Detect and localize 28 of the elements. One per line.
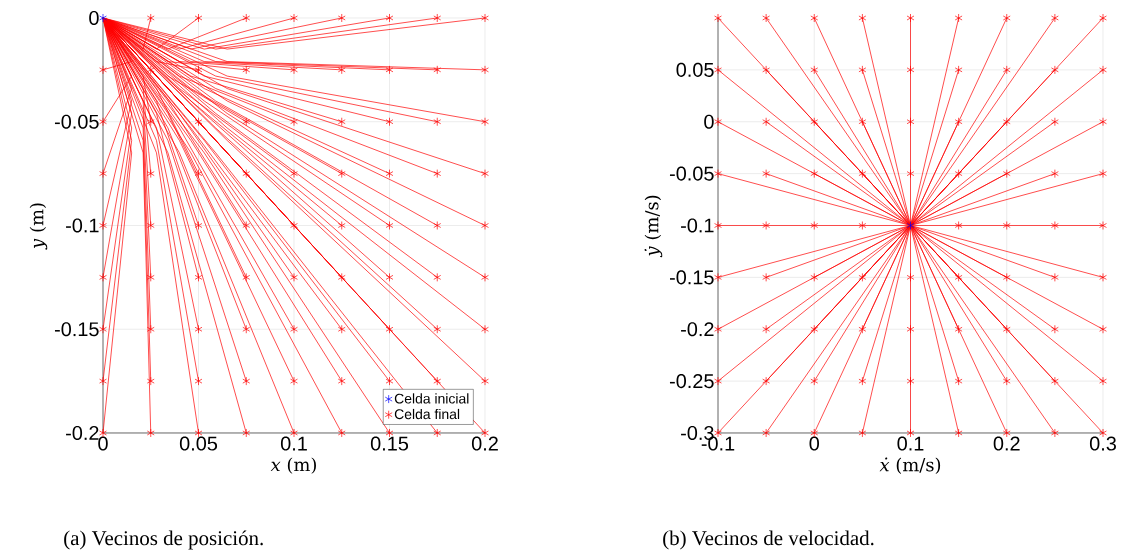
x-tick-label: 0 — [809, 436, 820, 451]
y-tick-label: 0 — [89, 10, 99, 26]
x-tick-label: 0.2 — [471, 436, 498, 451]
y-tick-label: -0.1 — [66, 218, 99, 233]
x-tick-label: 0.3 — [1089, 436, 1116, 451]
y-tick-label: -0.25 — [669, 374, 714, 389]
y-tick-label: -0.05 — [669, 166, 714, 181]
y-tick-label: -0.2 — [66, 425, 99, 441]
x-tick-label: 0.2 — [993, 436, 1020, 451]
x-tick-label: 0.05 — [179, 436, 218, 451]
x-axis-title: ẋ (m/s) — [879, 457, 941, 474]
y-tick-label: 0 — [704, 114, 714, 129]
text: (b) Vecinos de velocidad. — [663, 530, 874, 550]
y-axis-title: y (m) — [29, 203, 48, 250]
x-tick-label: 0.1 — [280, 436, 307, 451]
y-tick-label: -0.15 — [669, 270, 714, 285]
y-tick-label: -0.1 — [681, 218, 714, 233]
x-tick-label: 0.15 — [370, 436, 409, 451]
x-axis-title: x (m) — [270, 457, 316, 474]
x-tick-label: 0.1 — [897, 436, 924, 451]
y-tick-label: -0.2 — [681, 322, 714, 337]
y-tick-label: -0.15 — [54, 322, 99, 337]
y-axis-title: ẏ (m/s) — [644, 195, 663, 258]
text: (a) Vecinos de posición. — [64, 530, 263, 550]
y-tick-label: 0.05 — [676, 62, 714, 77]
legend-label: Celda inicial — [394, 393, 469, 404]
y-tick-label: -0.05 — [54, 114, 99, 129]
legend-label: Celda final — [394, 408, 460, 420]
